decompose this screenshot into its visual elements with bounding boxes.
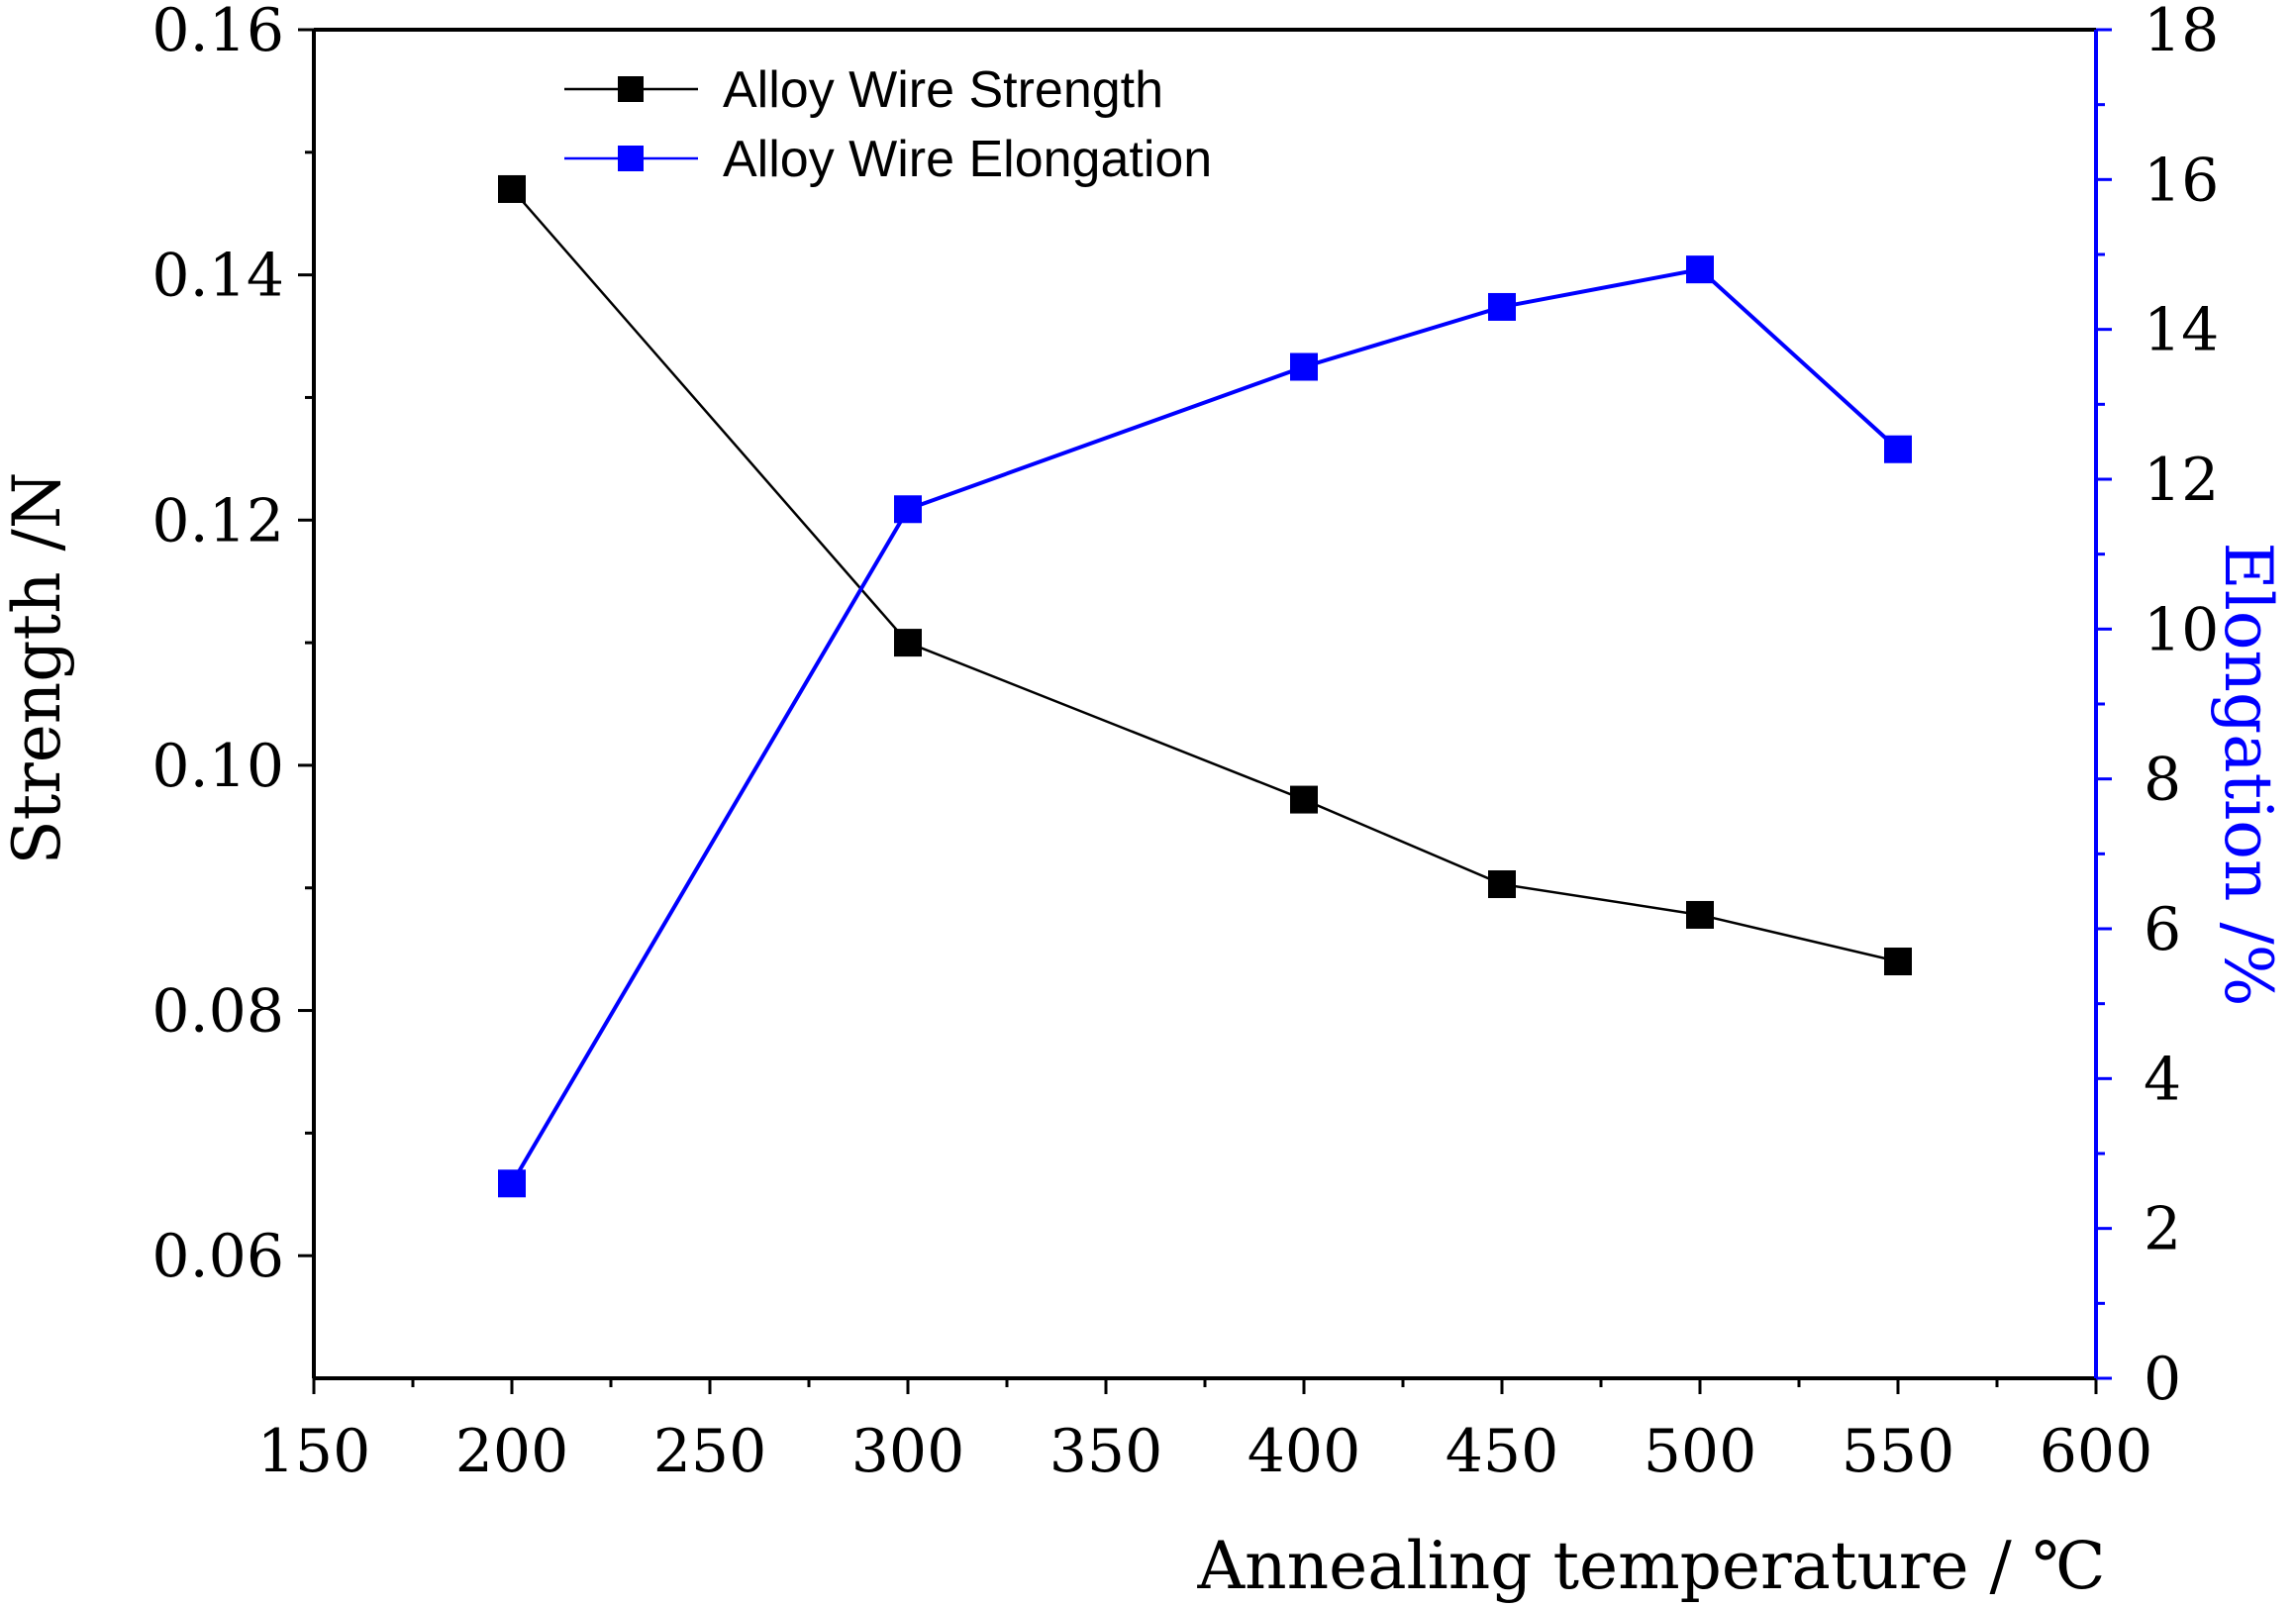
y2-tick-label: 18	[2144, 0, 2219, 65]
y-axis-right: 0 2 4 6 8 10 12 14 16 18	[2096, 0, 2219, 1414]
data-point	[894, 495, 922, 524]
y2-tick-label: 10	[2144, 595, 2219, 664]
legend-item-strength: Alloy Wire Strength	[564, 61, 1163, 119]
data-point	[1290, 785, 1318, 814]
series-strength	[498, 174, 1912, 976]
x-axis-title: Annealing temperature / ℃	[1196, 1528, 2105, 1604]
y2-tick-label: 12	[2144, 446, 2219, 515]
legend-label-strength: Alloy Wire Strength	[723, 61, 1163, 119]
y-tick-label: 0.06	[151, 1222, 284, 1291]
y-tick-label: 0.16	[151, 0, 284, 65]
data-point	[498, 1169, 526, 1198]
x-axis: 150 200 250 300 350 400 450 500 550 600	[257, 1378, 2153, 1486]
y-tick-label: 0.14	[151, 242, 284, 311]
x-tick-label: 350	[1049, 1417, 1163, 1486]
series-elongation	[498, 255, 1912, 1198]
x-tick-label: 150	[257, 1417, 371, 1486]
data-point	[1686, 255, 1714, 284]
series-line	[510, 266, 1900, 1185]
data-point	[1686, 900, 1714, 929]
y2-tick-label: 2	[2144, 1195, 2181, 1264]
y2-tick-label: 14	[2144, 296, 2219, 365]
data-point	[1488, 292, 1516, 321]
x-tick-label: 550	[1842, 1417, 1955, 1486]
y2-axis-title: Elongation /%	[2210, 543, 2286, 1007]
data-point	[1488, 870, 1516, 899]
y2-tick-label: 8	[2144, 746, 2181, 815]
y-axis-left: 0.06 0.08 0.10 0.12 0.14 0.16	[151, 0, 314, 1291]
x-tick-label: 250	[653, 1417, 767, 1486]
y-tick-label: 0.10	[151, 732, 284, 801]
data-point	[498, 174, 526, 203]
y-tick-label: 0.12	[151, 486, 284, 555]
data-point	[1884, 948, 1912, 976]
x-tick-label: 500	[1644, 1417, 1757, 1486]
legend-item-elongation: Alloy Wire Elongation	[564, 131, 1212, 188]
data-point	[894, 629, 922, 657]
x-tick-label: 400	[1248, 1417, 1361, 1486]
x-tick-label: 450	[1446, 1417, 1559, 1486]
y2-tick-label: 16	[2144, 146, 2219, 215]
legend-marker-strength	[618, 76, 644, 102]
legend-label-elongation: Alloy Wire Elongation	[723, 131, 1212, 188]
y2-tick-label: 0	[2144, 1345, 2181, 1414]
y-axis-title: Strength /N	[0, 471, 75, 864]
x-tick-label: 200	[455, 1417, 569, 1486]
legend-marker-elongation	[618, 146, 644, 171]
legend: Alloy Wire Strength Alloy Wire Elongatio…	[564, 61, 1212, 188]
x-tick-label: 600	[2040, 1417, 2153, 1486]
y2-tick-label: 6	[2144, 895, 2181, 964]
data-point	[1884, 435, 1912, 463]
plot-frame	[312, 28, 2098, 1380]
series-line	[511, 188, 1899, 963]
x-tick-label: 300	[851, 1417, 965, 1486]
y-tick-label: 0.08	[151, 977, 284, 1047]
data-point	[1290, 352, 1318, 381]
series-layer	[498, 174, 1912, 1198]
y2-tick-label: 4	[2144, 1045, 2181, 1114]
